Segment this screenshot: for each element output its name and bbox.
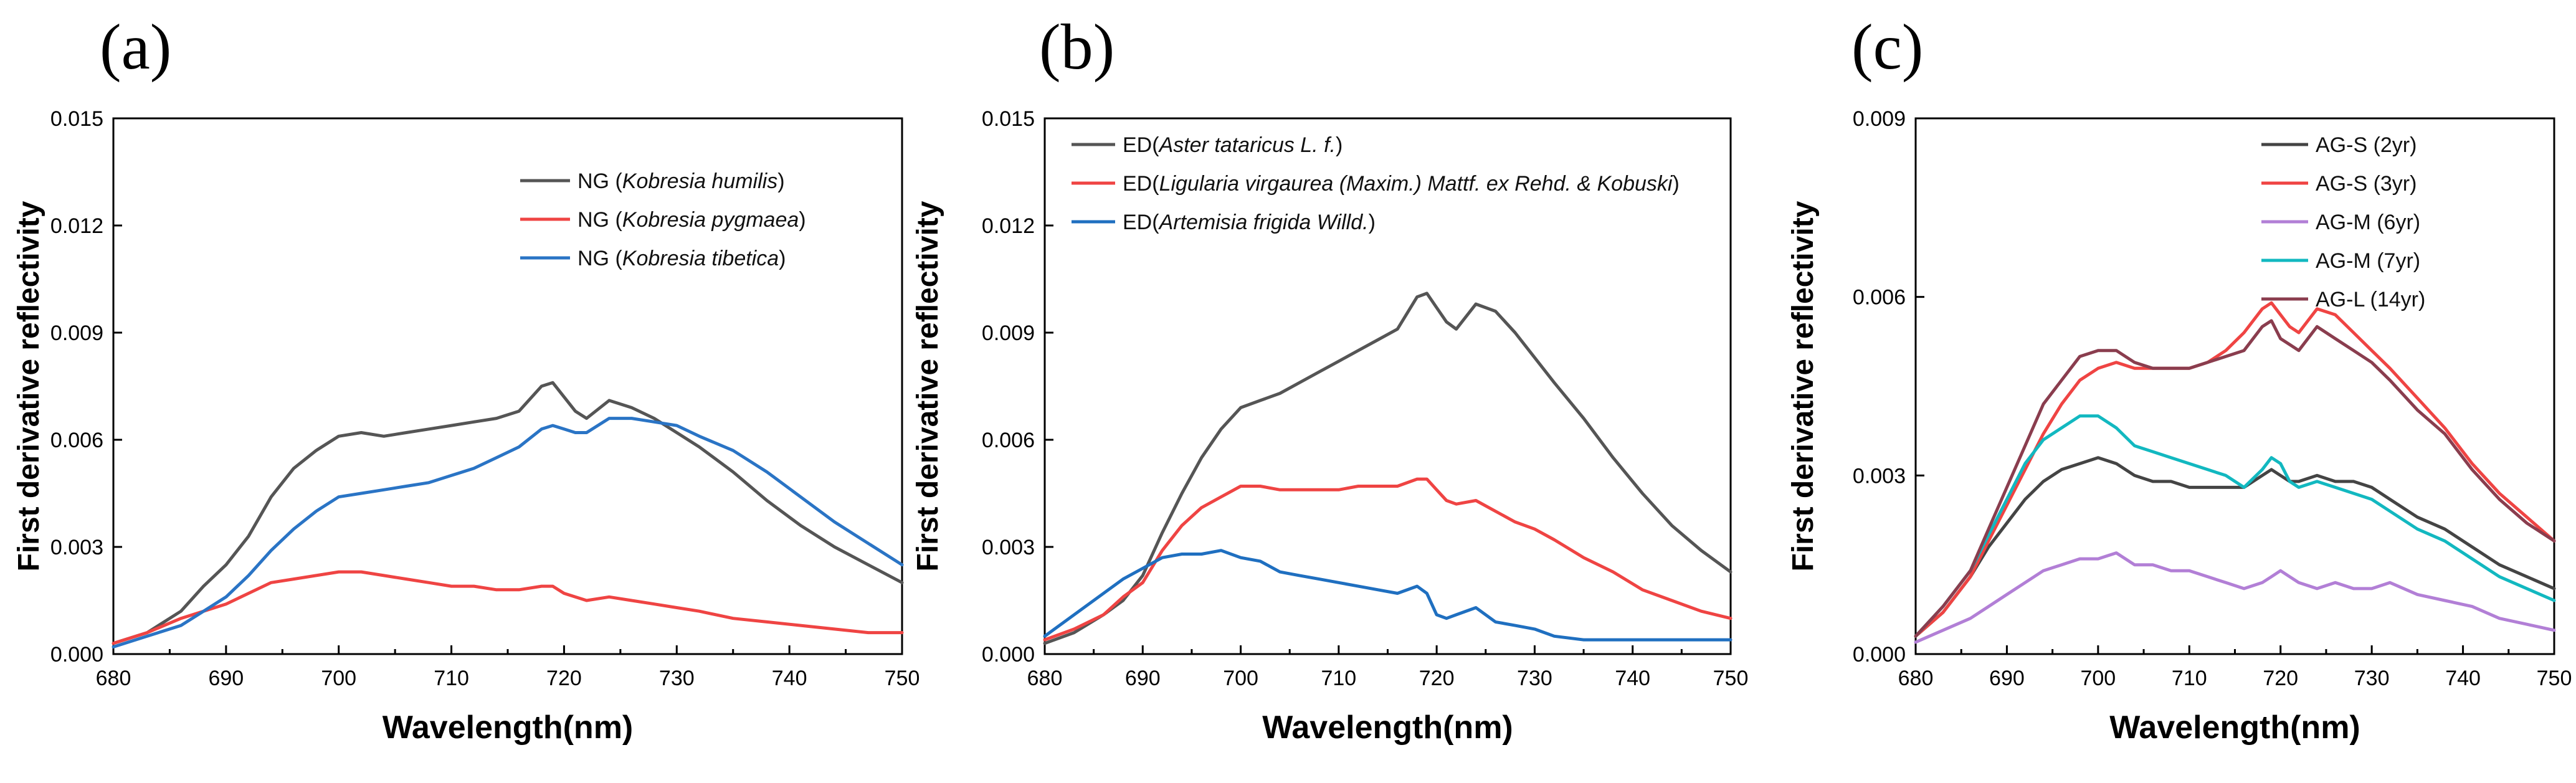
x-tick-label: 710 xyxy=(2172,667,2207,690)
series-line-4 xyxy=(1914,414,2556,638)
x-tick-label: 740 xyxy=(772,667,807,690)
x-tick-label: 680 xyxy=(1898,667,1934,690)
legend: NG (Kobresia humilis) NG (Kobresia pygmae… xyxy=(520,169,806,270)
series-line-1 xyxy=(112,381,904,645)
x-tick-label: 700 xyxy=(1223,667,1258,690)
legend-label: AG-S (2yr) xyxy=(2316,133,2417,157)
y-tick-label: 0.009 xyxy=(50,321,103,345)
y-axis-label: First derivative reflectivity xyxy=(1787,201,1820,571)
plot-frame xyxy=(112,117,903,655)
x-tick-label: 750 xyxy=(1713,667,1749,690)
legend-label: ED(Ligularia virgaurea (Maxim.) Mattf. e… xyxy=(1123,172,1680,196)
legend: AG-S (2yr) AG-S (3yr) AG-M (6yr) AG-M (7yr)… xyxy=(2261,133,2425,311)
panel-b: (b) 680 690 700 710 720 730 740 750 0.000 0.003 0.0… xyxy=(911,11,1748,746)
y-tick-label: 0.000 xyxy=(982,643,1035,667)
x-tick-label: 700 xyxy=(2080,667,2116,690)
x-tick-label: 720 xyxy=(546,667,582,690)
y-tick-label: 0.003 xyxy=(982,536,1035,559)
x-tick-label: 750 xyxy=(2537,667,2572,690)
legend: ED(Aster tataricus L. f.) ED(Ligularia vi… xyxy=(1072,133,1680,234)
y-tick-label: 0.006 xyxy=(1853,286,1906,310)
y-tick-label: 0.003 xyxy=(50,536,103,559)
legend-label: AG-M (7yr) xyxy=(2316,249,2420,273)
y-tick-label: 0.012 xyxy=(982,214,1035,238)
y-axis-label: First derivative reflectivity xyxy=(12,201,45,571)
x-tick-label: 720 xyxy=(1419,667,1455,690)
x-tick-label: 720 xyxy=(2263,667,2298,690)
panel-a: (a) 680 690 700 710 720 730 740 750 0.000 0.003 0.0… xyxy=(12,11,920,746)
x-tick-label: 740 xyxy=(2445,667,2481,690)
y-tick-label: 0.000 xyxy=(1853,643,1906,667)
series-line-3 xyxy=(1043,549,1732,642)
x-tick-label: 730 xyxy=(2354,667,2390,690)
y-tick-label: 0.009 xyxy=(1853,107,1906,131)
panel-c: (c) 680 690 700 710 720 730 740 750 0.000 0.003 0.0… xyxy=(1787,11,2572,746)
x-tick-label: 690 xyxy=(208,667,244,690)
x-tick-label: 690 xyxy=(1989,667,2025,690)
series-line-2 xyxy=(112,570,904,645)
series-line-2 xyxy=(1043,477,1732,642)
x-axis-label: Wavelength(nm) xyxy=(383,709,634,746)
legend-label: NG (Kobresia humilis) xyxy=(577,169,785,193)
series-line-1 xyxy=(1043,292,1732,645)
y-tick-label: 0.003 xyxy=(1853,464,1906,488)
x-axis-label: Wavelength(nm) xyxy=(1262,709,1513,746)
x-tick-label: 700 xyxy=(321,667,356,690)
x-tick-label: 750 xyxy=(885,667,920,690)
y-tick-label: 0.012 xyxy=(50,214,103,238)
legend-label: AG-S (3yr) xyxy=(2316,172,2417,196)
panel-label: (a) xyxy=(100,11,171,83)
y-tick-label: 0.000 xyxy=(50,643,103,667)
x-axis-label: Wavelength(nm) xyxy=(2109,709,2360,746)
x-tick-label: 710 xyxy=(434,667,469,690)
legend-label: ED(Aster tataricus L. f.) xyxy=(1123,133,1343,157)
legend-label: NG (Kobresia tibetica) xyxy=(577,247,786,270)
x-tick-label: 710 xyxy=(1321,667,1356,690)
x-tick-label: 740 xyxy=(1615,667,1650,690)
y-tick-label: 0.009 xyxy=(982,321,1035,345)
y-axis-label: First derivative reflectivity xyxy=(911,201,944,571)
legend-label: AG-M (6yr) xyxy=(2316,211,2420,234)
x-tick-label: 730 xyxy=(1517,667,1552,690)
series-line-3 xyxy=(112,417,904,648)
legend-label: ED(Artemisia frigida Willd.) xyxy=(1123,211,1376,234)
y-tick-label: 0.015 xyxy=(982,107,1035,131)
x-tick-label: 680 xyxy=(96,667,131,690)
x-tick-label: 690 xyxy=(1125,667,1161,690)
series-line-5 xyxy=(1914,319,2556,638)
legend-label: NG (Kobresia pygmaea) xyxy=(577,208,806,232)
x-tick-label: 730 xyxy=(659,667,695,690)
y-tick-label: 0.015 xyxy=(50,107,103,131)
panel-label: (c) xyxy=(1851,11,1923,83)
series-line-3 xyxy=(1914,551,2556,644)
legend-label: AG-L (14yr) xyxy=(2316,288,2425,311)
plot-frame xyxy=(1914,117,2555,655)
y-tick-label: 0.006 xyxy=(50,429,103,452)
x-tick-label: 680 xyxy=(1027,667,1063,690)
series-line-1 xyxy=(1914,456,2556,638)
y-tick-label: 0.006 xyxy=(982,429,1035,452)
panel-label: (b) xyxy=(1039,11,1115,83)
